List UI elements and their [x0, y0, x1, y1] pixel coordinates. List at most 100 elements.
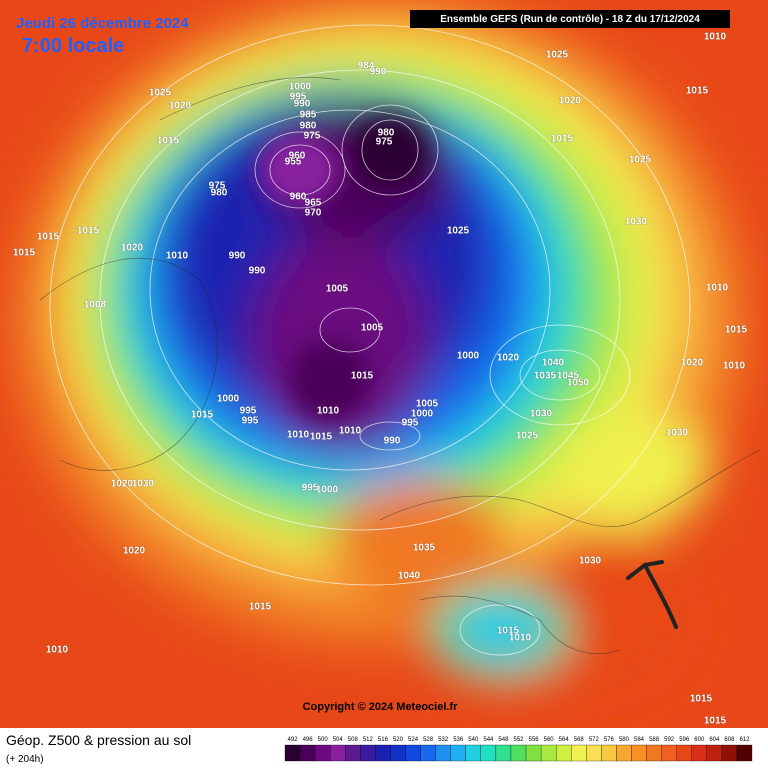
isobar-label: 990 — [229, 251, 246, 262]
color-swatch — [330, 744, 346, 762]
isobar-label: 1030 — [666, 428, 689, 439]
isobar-label: 1020 — [169, 101, 192, 112]
colorbar-tick-label: 600 — [694, 737, 705, 743]
isobar-label: 1000 — [289, 82, 312, 93]
run-banner — [410, 10, 730, 28]
color-swatch — [345, 744, 361, 762]
color-swatch — [360, 744, 376, 762]
color-swatch — [420, 744, 436, 762]
isobar-label: 1030 — [132, 479, 155, 490]
isobar-label: 1040 — [542, 358, 565, 369]
color-swatch — [601, 744, 617, 762]
isobar-label: 985 — [300, 110, 317, 121]
colorbar-tick-label: 552 — [513, 737, 524, 743]
colorbar-tick-label: 548 — [498, 737, 509, 743]
colorbar-tick-label: 504 — [333, 737, 344, 743]
color-swatch — [706, 744, 723, 762]
isobar-label: 1015 — [497, 626, 520, 637]
isobar-label: 1015 — [13, 248, 36, 259]
color-swatch — [525, 744, 542, 762]
isobar-label: 1020 — [559, 96, 582, 107]
isobar-label: 975 — [209, 181, 226, 192]
isobar-label: 1000 — [217, 394, 240, 405]
color-swatch — [616, 744, 632, 762]
isobar-label: 984 — [358, 61, 375, 72]
colorbar-tick-label: 500 — [318, 737, 329, 743]
colorbar-tick-label: 608 — [724, 737, 735, 743]
isobar-label: 1015 — [551, 134, 574, 145]
colorbar-tick-label: 596 — [679, 737, 690, 743]
isobar-label: 1000 — [316, 485, 339, 496]
isobar-label: 990 — [249, 266, 266, 277]
isobar-label: 1050 — [567, 378, 590, 389]
isobar-label: 990 — [370, 67, 387, 78]
color-swatch — [691, 744, 707, 762]
isobar-label: 970 — [305, 208, 322, 219]
isobar-label: 995 — [290, 92, 307, 103]
lead-time: (+ 204h) — [6, 754, 44, 765]
colorbar-tick-label: 524 — [408, 737, 419, 743]
colorbar-tick-label: 612 — [739, 737, 750, 743]
annotation-arrow — [626, 560, 678, 629]
isobar-label: 995 — [302, 483, 319, 494]
colorbar-tick-label: 544 — [483, 737, 494, 743]
geopotential-field — [10, 0, 750, 710]
isobar-label: 1005 — [361, 323, 384, 334]
isobar-label: 1030 — [579, 556, 602, 567]
isobar-label: 1010 — [166, 251, 189, 262]
color-swatch — [721, 744, 738, 762]
colorbar-tick-label: 536 — [453, 737, 464, 743]
isobar-label: 980 — [211, 188, 228, 199]
isobar-label: 1010 — [317, 406, 340, 417]
color-swatch — [480, 744, 497, 762]
isobar-label: 1025 — [149, 88, 172, 99]
colorbar-tick-label: 532 — [438, 737, 449, 743]
isobar-label: 1025 — [516, 431, 539, 442]
isobar-label: 1015 — [351, 371, 374, 382]
coastlines — [39, 77, 761, 654]
colorbar-tick-label: 604 — [709, 737, 720, 743]
color-swatch — [465, 744, 481, 762]
isobar-label: 1015 — [37, 232, 60, 243]
color-swatch — [390, 744, 406, 762]
isobar-label: 1010 — [46, 645, 69, 656]
colorbar-tick-label: 572 — [589, 737, 600, 743]
color-swatch — [736, 744, 753, 762]
isobar-label: 1030 — [530, 409, 553, 420]
colorbar-tick-label: 584 — [634, 737, 645, 743]
color-swatch — [284, 744, 301, 762]
color-swatch — [540, 744, 557, 762]
colorbar-tick-label: 580 — [619, 737, 630, 743]
color-swatch — [375, 744, 391, 762]
isobar-label: 1000 — [411, 409, 434, 420]
colorbar-tick-label: 540 — [468, 737, 479, 743]
color-swatch — [556, 744, 572, 762]
colorbar: 492 496 500 504 508 512 516 520 524 528 532 536 540 5… — [284, 737, 753, 762]
isobar-label: 1020 — [121, 243, 144, 254]
colorbar-tick-label: 568 — [574, 737, 585, 743]
isobar-label: 1020 — [681, 358, 704, 369]
colorbar-tick-label: 560 — [544, 737, 555, 743]
copyright: Copyright © 2024 Meteociel.fr — [303, 701, 459, 713]
color-swatch — [495, 744, 512, 762]
isobar-label: 1045 — [557, 371, 580, 382]
color-swatch — [661, 744, 677, 762]
isobar-label: 1025 — [546, 50, 569, 61]
isobar-label: 1010 — [704, 32, 727, 43]
isobar-label: 1015 — [310, 432, 333, 443]
color-swatch — [299, 744, 316, 762]
isobar-label: 1000 — [457, 351, 480, 362]
isobar-label: 1015 — [157, 136, 180, 147]
isobar-label: 990 — [294, 99, 311, 110]
color-swatch — [646, 744, 662, 762]
colorbar-tick-label: 564 — [559, 737, 570, 743]
isobar-label: 1005 — [416, 399, 439, 410]
isobar-label: 1015 — [77, 226, 100, 237]
isobar-label: 1035 — [413, 543, 436, 554]
isobar-label: 1010 — [509, 633, 532, 644]
color-swatch — [571, 744, 587, 762]
isobar-label: 1008 — [84, 300, 107, 311]
colorbar-tick-label: 508 — [348, 737, 359, 743]
isobar-label: 995 — [240, 406, 257, 417]
